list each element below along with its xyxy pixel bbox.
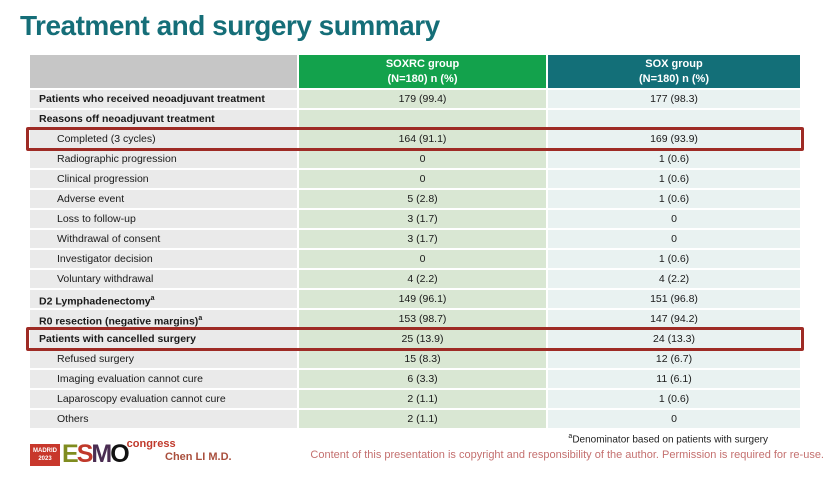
row-label: Loss to follow-up (30, 210, 297, 228)
sox-value: 0 (548, 230, 800, 248)
table-row: Patients who received neoadjuvant treatm… (30, 90, 800, 108)
table-row: Others 2 (1.1) 0 (30, 410, 800, 428)
soxrc-value (299, 110, 546, 128)
row-label: Radiographic progression (30, 150, 297, 168)
esmo-wordmark: ESMO (62, 440, 130, 468)
esmo-letter-o: O (110, 440, 130, 468)
row-label: Withdrawal of consent (30, 230, 297, 248)
sox-value: 12 (6.7) (548, 350, 800, 368)
row-label: Patients who received neoadjuvant treatm… (30, 90, 297, 108)
header-empty-cell (30, 55, 297, 88)
row-label: R0 resection (negative margins)a (30, 310, 297, 328)
page-title: Treatment and surgery summary (20, 10, 440, 41)
congress-label: congress (126, 438, 176, 450)
soxrc-value: 3 (1.7) (299, 210, 546, 228)
copyright-notice: Content of this presentation is copyrigh… (310, 449, 824, 461)
row-label: D2 Lymphadenectomya (30, 290, 297, 308)
header-sox-group: SOX group (N=180) n (%) (548, 55, 800, 88)
sox-value: 1 (0.6) (548, 170, 800, 188)
sox-value: 151 (96.8) (548, 290, 800, 308)
summary-table: SOXRC group (N=180) n (%) SOX group (N=1… (26, 55, 804, 428)
sox-value: 1 (0.6) (548, 250, 800, 268)
sox-value: 4 (2.2) (548, 270, 800, 288)
table-row: D2 Lymphadenectomya 149 (96.1) 151 (96.8) (30, 290, 800, 308)
row-label: Patients with cancelled surgery (30, 330, 297, 348)
table-row: Investigator decision 0 1 (0.6) (30, 250, 800, 268)
table-row: Loss to follow-up 3 (1.7) 0 (30, 210, 800, 228)
footnote-text: Denominator based on patients with surge… (572, 434, 768, 446)
table-row: Adverse event 5 (2.8) 1 (0.6) (30, 190, 800, 208)
badge-year: 2023 (38, 455, 52, 462)
soxrc-value: 4 (2.2) (299, 270, 546, 288)
table-row: Completed (3 cycles) 164 (91.1) 169 (93.9) (26, 127, 804, 151)
table-header-row: SOXRC group (N=180) n (%) SOX group (N=1… (30, 55, 800, 88)
soxrc-value: 3 (1.7) (299, 230, 546, 248)
row-label: Voluntary withdrawal (30, 270, 297, 288)
table-body: Patients who received neoadjuvant treatm… (26, 90, 804, 428)
sox-value: 169 (93.9) (548, 130, 800, 148)
sox-value: 1 (0.6) (548, 150, 800, 168)
header-soxrc-line1: SOXRC group (385, 58, 460, 71)
row-label: Clinical progression (30, 170, 297, 188)
table-row: Radiographic progression 0 1 (0.6) (30, 150, 800, 168)
table-row: Imaging evaluation cannot cure 6 (3.3) 11 … (30, 370, 800, 388)
row-label: Imaging evaluation cannot cure (30, 370, 297, 388)
soxrc-value: 2 (1.1) (299, 390, 546, 408)
sox-value: 1 (0.6) (548, 190, 800, 208)
table-row: Withdrawal of consent 3 (1.7) 0 (30, 230, 800, 248)
table-row: R0 resection (negative margins)a 153 (98.… (30, 310, 800, 328)
esmo-letter-e: E (62, 440, 79, 468)
soxrc-value: 6 (3.3) (299, 370, 546, 388)
soxrc-value: 149 (96.1) (299, 290, 546, 308)
soxrc-value: 5 (2.8) (299, 190, 546, 208)
table-row: Refused surgery 15 (8.3) 12 (6.7) (30, 350, 800, 368)
header-sox-line1: SOX group (645, 58, 703, 71)
row-label: Adverse event (30, 190, 297, 208)
row-label-superscript: a (150, 295, 155, 302)
sox-value: 0 (548, 210, 800, 228)
table-footnote: aDenominator based on patients with surg… (568, 433, 768, 445)
presenter-name: Chen LI M.D. (165, 451, 232, 463)
row-label-superscript: a (198, 315, 203, 322)
sox-value: 147 (94.2) (548, 310, 800, 328)
table-row: Laparoscopy evaluation cannot cure 2 (1.1… (30, 390, 800, 408)
sox-value: 11 (6.1) (548, 370, 800, 388)
soxrc-value: 25 (13.9) (299, 330, 546, 348)
sox-value: 0 (548, 410, 800, 428)
table-row: Patients with cancelled surgery 25 (13.9)… (26, 327, 804, 351)
header-soxrc-group: SOXRC group (N=180) n (%) (299, 55, 546, 88)
row-label: Others (30, 410, 297, 428)
header-sox-line2: (N=180) n (%) (639, 72, 709, 85)
sox-value: 24 (13.3) (548, 330, 800, 348)
soxrc-value: 0 (299, 150, 546, 168)
row-label: Laparoscopy evaluation cannot cure (30, 390, 297, 408)
row-label: Completed (3 cycles) (30, 130, 297, 148)
soxrc-value: 153 (98.7) (299, 310, 546, 328)
sox-value (548, 110, 800, 128)
esmo-letter-s: S (76, 440, 94, 468)
soxrc-value: 0 (299, 170, 546, 188)
footnote-superscript: a (568, 433, 573, 440)
sox-value: 177 (98.3) (548, 90, 800, 108)
soxrc-value: 179 (99.4) (299, 90, 546, 108)
soxrc-value: 2 (1.1) (299, 410, 546, 428)
esmo-congress-logo: MADRID 2023 ESMO congress (30, 437, 176, 467)
row-label: Refused surgery (30, 350, 297, 368)
soxrc-value: 164 (91.1) (299, 130, 546, 148)
sox-value: 1 (0.6) (548, 390, 800, 408)
table-row: Reasons off neoadjuvant treatment (30, 110, 800, 128)
soxrc-value: 0 (299, 250, 546, 268)
table-row: Clinical progression 0 1 (0.6) (30, 170, 800, 188)
table-row: Voluntary withdrawal 4 (2.2) 4 (2.2) (30, 270, 800, 288)
badge-city: MADRID (33, 448, 57, 454)
esmo-letter-m: M (91, 440, 112, 468)
row-label: Investigator decision (30, 250, 297, 268)
header-soxrc-line2: (N=180) n (%) (387, 72, 458, 85)
row-label: Reasons off neoadjuvant treatment (30, 110, 297, 128)
soxrc-value: 15 (8.3) (299, 350, 546, 368)
madrid-2023-badge: MADRID 2023 (30, 444, 60, 466)
